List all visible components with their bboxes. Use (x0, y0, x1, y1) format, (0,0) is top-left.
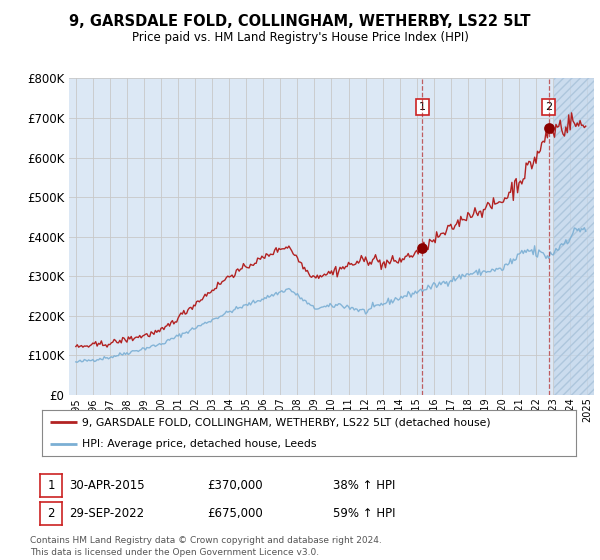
Text: Price paid vs. HM Land Registry's House Price Index (HPI): Price paid vs. HM Land Registry's House … (131, 31, 469, 44)
Point (418, 244, 427, 253)
Point (544, 123, 554, 132)
Text: 9, GARSDALE FOLD, COLLINGHAM, WETHERBY, LS22 5LT (detached house): 9, GARSDALE FOLD, COLLINGHAM, WETHERBY, … (82, 417, 491, 427)
Text: 1: 1 (419, 102, 426, 112)
Bar (554, 78, 600, 395)
Text: 59% ↑ HPI: 59% ↑ HPI (333, 507, 395, 520)
Text: 38% ↑ HPI: 38% ↑ HPI (333, 479, 395, 492)
Text: £370,000: £370,000 (207, 479, 263, 492)
Text: HPI: Average price, detached house, Leeds: HPI: Average price, detached house, Leed… (82, 439, 317, 449)
Text: 30-APR-2015: 30-APR-2015 (69, 479, 145, 492)
Text: Contains HM Land Registry data © Crown copyright and database right 2024.
This d: Contains HM Land Registry data © Crown c… (30, 536, 382, 557)
Text: 29-SEP-2022: 29-SEP-2022 (69, 507, 144, 520)
Text: 2: 2 (545, 102, 553, 112)
Bar (554, 78, 600, 395)
Text: 2: 2 (47, 507, 55, 520)
Text: £675,000: £675,000 (207, 507, 263, 520)
Text: 1: 1 (47, 479, 55, 492)
Text: 9, GARSDALE FOLD, COLLINGHAM, WETHERBY, LS22 5LT: 9, GARSDALE FOLD, COLLINGHAM, WETHERBY, … (69, 14, 531, 29)
